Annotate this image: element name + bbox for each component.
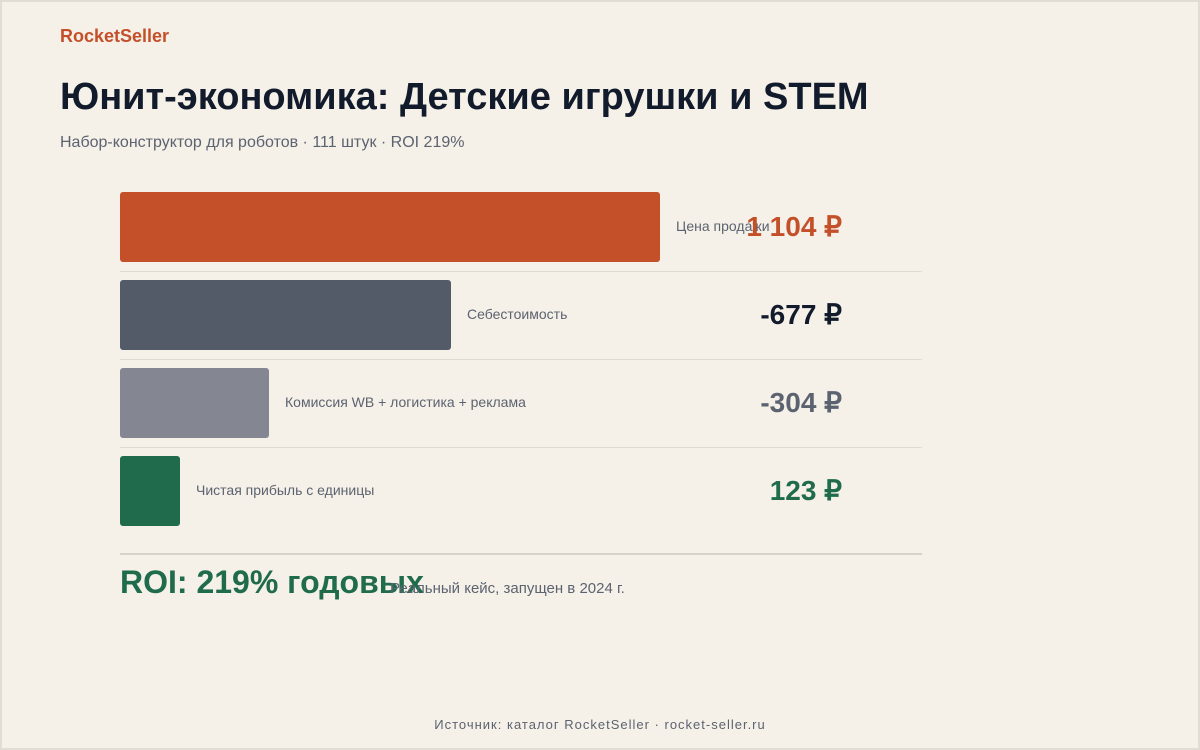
bar-category-label: Комиссия WB + логистика + реклама <box>285 394 526 410</box>
bar-category-label: Цена продажи <box>676 218 770 234</box>
chart-row: Цена продажи 1 104 ₽ <box>120 192 922 280</box>
bar-value-label: -677 ₽ <box>760 299 842 330</box>
row-divider <box>120 271 922 272</box>
bar-value-label: 123 ₽ <box>769 475 842 506</box>
bar-value-label: -304 ₽ <box>760 387 842 418</box>
page-title: Юнит-экономика: Детские игрушки и STEM <box>60 76 869 118</box>
chart-baseline <box>120 553 922 555</box>
bar-category-label: Чистая прибыль с единицы <box>196 482 375 498</box>
page-subtitle: Набор-конструктор для роботов · 111 штук… <box>60 134 465 151</box>
brand-logo: RocketSeller <box>60 26 170 46</box>
bar-value-label: 1 104 ₽ <box>746 211 842 242</box>
source-footer: Источник: каталог RocketSeller · rocket-… <box>434 717 766 732</box>
row-divider <box>120 447 922 448</box>
unit-economics-chart: Цена продажи 1 104 ₽ Себестоимость -677 ₽ Ко… <box>120 190 922 530</box>
roi-headline: ROI: 219% годовых <box>120 564 424 600</box>
bar-category-label: Себестоимость <box>467 306 568 322</box>
chart-bar <box>120 192 660 262</box>
row-divider <box>120 359 922 360</box>
chart-bar <box>120 368 269 438</box>
chart-bar <box>120 280 451 350</box>
chart-row: Комиссия WB + логистика + реклама -304 ₽ <box>120 368 922 456</box>
chart-row: Чистая прибыль с единицы 123 ₽ <box>120 456 922 544</box>
roi-note: Реальный кейс, запущен в 2024 г. <box>390 580 625 597</box>
chart-row: Себестоимость -677 ₽ <box>120 280 922 368</box>
chart-bar <box>120 456 180 526</box>
